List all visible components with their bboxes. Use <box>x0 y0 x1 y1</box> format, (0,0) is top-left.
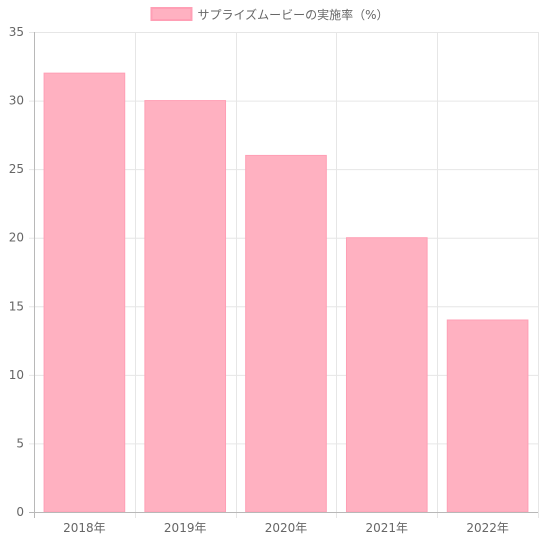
y-tick-label-25: 25 <box>9 162 24 176</box>
x-tick-label-2019年: 2019年 <box>164 521 207 535</box>
y-tick-label-5: 5 <box>16 436 24 450</box>
y-axis-tick-labels: 0 5 10 15 20 25 30 35 <box>9 25 24 519</box>
bar-2020年[interactable] <box>245 154 327 513</box>
x-tick-label-2020年: 2020年 <box>265 521 308 535</box>
legend-swatch[interactable] <box>150 7 193 21</box>
y-tick-label-35: 35 <box>9 25 24 39</box>
x-axis-tick-labels: 2018年 2019年 2020年 2021年 2022年 <box>63 521 509 535</box>
y-tick-label-15: 15 <box>9 299 24 313</box>
bar-2019年[interactable] <box>144 100 227 513</box>
bar-2018年[interactable] <box>43 72 126 513</box>
bar-2022年[interactable] <box>446 319 529 513</box>
y-tick-label-0: 0 <box>16 505 24 519</box>
y-tick-label-10: 10 <box>9 368 24 382</box>
bar-2021年[interactable] <box>345 237 428 513</box>
legend[interactable]: サプライズムービーの実施率（%） <box>150 7 389 22</box>
y-tick-label-20: 20 <box>9 231 24 245</box>
x-tick-label-2022年: 2022年 <box>466 521 509 535</box>
y-tick-label-30: 30 <box>9 94 24 108</box>
x-tick-label-2021年: 2021年 <box>366 521 409 535</box>
legend-label[interactable]: サプライズムービーの実施率（%） <box>197 7 388 22</box>
axes <box>29 32 538 518</box>
bars <box>43 72 529 513</box>
x-tick-label-2018年: 2018年 <box>63 521 106 535</box>
